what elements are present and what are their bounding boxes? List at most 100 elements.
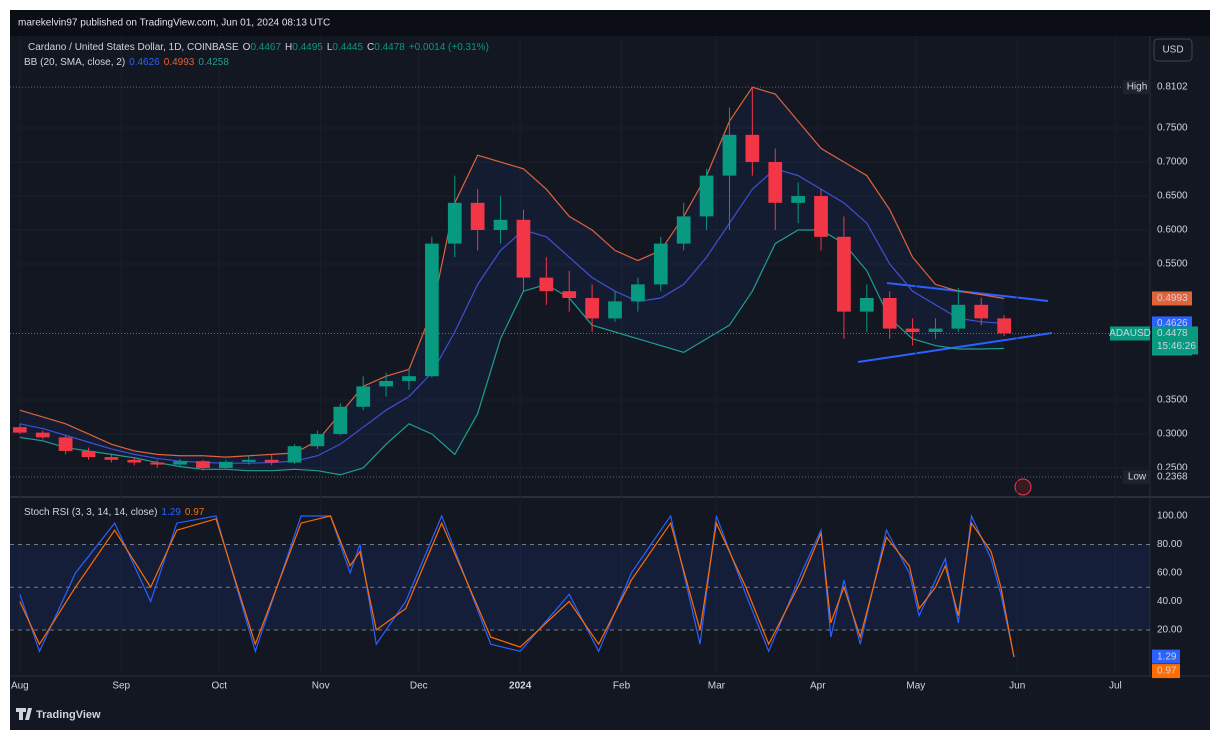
bb-tag [1152, 291, 1192, 306]
x-tick-label: 2024 [509, 681, 532, 692]
bb-value: 0.4258 [198, 57, 229, 68]
stoch-name: Stoch RSI (3, 3, 14, 14, close) [24, 507, 157, 518]
stoch-legend: Stoch RSI (3, 3, 14, 14, close) 1.29 0.97 [24, 507, 205, 518]
ohlc-value: 0.4495 [292, 42, 323, 53]
candle-body [81, 450, 96, 458]
legend-title: Cardano / United States Dollar, 1D, COIN… [28, 42, 239, 53]
x-tick-label: May [906, 681, 925, 692]
x-tick-label: Jul [1109, 681, 1122, 692]
x-tick-label: Oct [212, 681, 228, 692]
extreme-value: 0.2368 [1157, 472, 1188, 483]
candle-body [699, 175, 714, 217]
candle-body [218, 461, 233, 468]
candle-body [631, 284, 645, 302]
bb-upper [19, 86, 1005, 458]
ohlc-label: O [243, 42, 251, 53]
x-tick-label: Nov [312, 681, 330, 692]
y-tick-label: 0.2500 [1157, 463, 1188, 474]
extreme-tag [1152, 80, 1192, 95]
candle-body [814, 196, 828, 237]
candle-body [196, 461, 210, 468]
candle-body [791, 196, 806, 203]
extreme-label-bg [1123, 80, 1150, 95]
trendline [857, 332, 1053, 363]
currency[interactable]: USD [1162, 45, 1183, 56]
background [10, 10, 1210, 730]
x-tick-label: Apr [810, 681, 826, 692]
candle-body [173, 461, 187, 465]
candle-body [997, 318, 1012, 334]
extreme-label: Low [1128, 472, 1147, 483]
candle-body [241, 459, 256, 462]
candle-body [653, 243, 668, 285]
candle-body [104, 457, 119, 460]
price-tag [1152, 326, 1198, 355]
header-bar [10, 10, 1210, 36]
y-tick-label: 40.00 [1157, 596, 1182, 607]
candle-body [470, 202, 485, 231]
candle-body [928, 328, 943, 332]
ohlc-label: C [367, 42, 374, 53]
candle-body [974, 304, 989, 319]
symbol-tag [1110, 326, 1150, 341]
candle-body [425, 243, 439, 377]
currency-button[interactable] [1153, 38, 1193, 62]
candle-body [562, 291, 577, 298]
ohlc-value: 0.4478 [374, 42, 405, 53]
extreme-tag [1152, 469, 1192, 484]
candle-body [35, 432, 50, 438]
y-tick-label: 100.00 [1157, 511, 1188, 522]
candle-body [379, 380, 393, 387]
candle-body [539, 277, 554, 292]
stoch-tag [1152, 649, 1180, 664]
bb-legend: BB (20, SMA, close, 2) 0.4626 0.4993 0.4258 [24, 57, 229, 68]
y-tick-label: 0.7000 [1157, 157, 1188, 168]
stoch-tag [1152, 664, 1180, 679]
bb-value: 0.4993 [164, 57, 195, 68]
countdown: 15:46:26 [1157, 341, 1196, 352]
y-tick-label: 0.6000 [1157, 225, 1188, 236]
x-tick-label: Sep [112, 681, 130, 692]
candle-body [745, 134, 760, 163]
ohlc-value: 0.4445 [332, 42, 363, 53]
bb-value: 0.4626 [129, 57, 160, 68]
candle-body [447, 202, 462, 244]
candle-body [310, 433, 325, 447]
candle-body [585, 297, 599, 319]
y-tick-label: 80.00 [1157, 539, 1182, 550]
stoch-value: 0.97 [185, 507, 205, 518]
price-tag-value: 0.4478 [1157, 328, 1188, 339]
ohlc-label: H [285, 42, 292, 53]
candle-body [127, 459, 142, 463]
y-tick-label: 0.6500 [1157, 191, 1188, 202]
header: marekelvin97 published on TradingView.co… [18, 18, 330, 29]
candle-body [402, 376, 416, 381]
ohlc-value: 0.4467 [250, 42, 281, 53]
extreme-label-bg [1123, 469, 1150, 484]
bb-tag-value: 0.4626 [1157, 318, 1188, 329]
y-tick-label: 0.3500 [1157, 395, 1188, 406]
candle-body [837, 236, 851, 312]
candle-body [356, 386, 371, 407]
y-tick-label: 0.5500 [1157, 259, 1188, 270]
ohlc-label: L [327, 42, 333, 53]
extreme-value: 0.8102 [1157, 82, 1188, 93]
candle-body [264, 459, 279, 463]
bb-name: BB (20, SMA, close, 2) [24, 57, 125, 68]
x-tick-label: Aug [11, 681, 29, 692]
symbol: ADAUSD [1109, 328, 1151, 339]
y-tick-label: 60.00 [1157, 568, 1182, 579]
candle-body [859, 297, 874, 312]
candle-body [768, 162, 783, 203]
candle-body [333, 406, 348, 434]
candle-body [150, 462, 165, 465]
event-icon[interactable] [1014, 478, 1032, 496]
x-tick-label: Dec [410, 681, 428, 692]
candle-body [493, 219, 508, 231]
stoch-tag-value: 0.97 [1157, 666, 1177, 677]
candle-body [905, 328, 920, 332]
stoch-value: 1.29 [161, 507, 181, 518]
footer: TradingView [36, 709, 101, 721]
